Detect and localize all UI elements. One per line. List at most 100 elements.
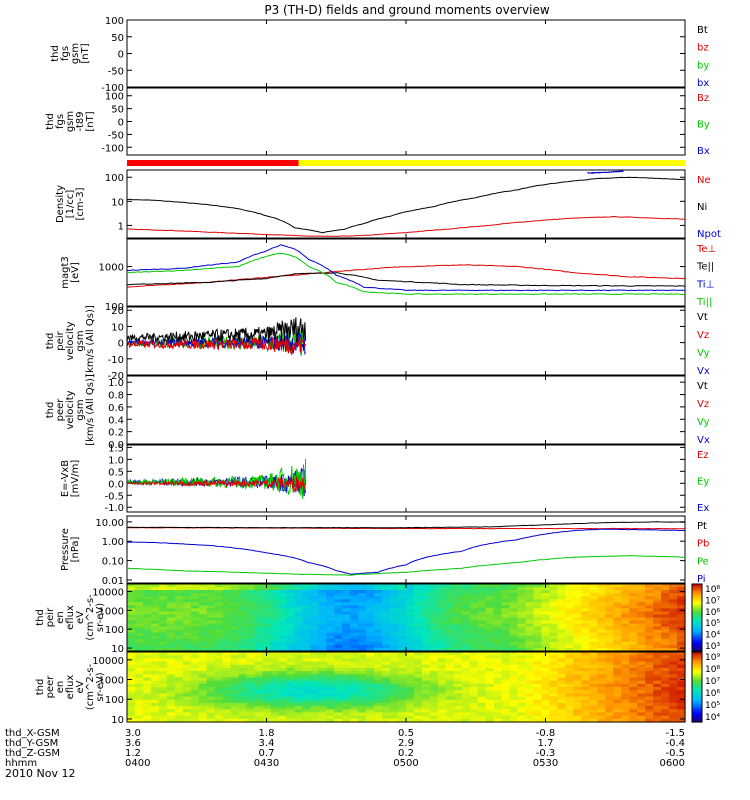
y-axis-label: thdpeirenefluxeV(cm^2-s-sr-eV) [35,594,106,641]
spectrogram-cell [477,706,487,710]
spectrogram-cell [445,629,455,634]
y-axis-label-line: eflux [65,605,76,630]
spectrogram-cell [637,690,646,694]
spectrogram-cell [182,599,192,603]
spectrogram-cell [254,602,264,606]
colorbar-step [692,630,702,634]
spectrogram-cell [238,690,248,694]
spectrogram-cell [541,617,551,622]
spectrogram-cell [382,683,391,688]
spectrogram-cell [461,661,471,666]
spectrogram-cell [302,632,311,637]
spectrogram-cell [294,617,303,622]
spectrogram-cell [190,664,200,669]
spectrogram-cell [174,715,184,720]
spectrogram-cell [437,587,447,591]
spectrogram-cell [134,608,144,613]
series-line [126,272,686,287]
spectrogram-cell [254,706,264,710]
spectrogram-cell [358,638,367,643]
spectrogram-cell [453,599,463,603]
spectrogram-cell [166,677,176,682]
spectrogram-cell [677,644,686,649]
spectrogram-cell [605,584,614,588]
spectrogram-cell [437,605,447,609]
spectrogram-cell [278,655,288,659]
spectrogram-cell [174,696,184,701]
spectrogram-cell [390,718,399,723]
spectrogram-cell [382,644,391,649]
spectrogram-cell [413,718,423,723]
spectrogram-cell [294,680,303,685]
spectrogram-cell [429,706,439,710]
spectrogram-cell [557,599,567,603]
y-axis-label-line: [nPa] [70,536,81,562]
spectrogram-cell [406,680,415,685]
spectrogram-cell [246,699,256,704]
spectrogram-cell [557,647,567,652]
spectrogram-cell [477,593,487,597]
spectrogram-cell [254,647,264,652]
spectrogram-cell [677,599,686,603]
spectrogram-cell [509,696,519,701]
spectrogram-cell [206,706,216,710]
spectrogram-cell [469,690,479,694]
spectrogram-cell [421,712,431,717]
spectrogram-cell [270,658,280,663]
spectrogram-cell [214,699,224,704]
spectrogram-cell [661,661,670,666]
spectrogram-cell [637,590,646,594]
spectrogram-cell [142,647,152,652]
spectrogram-cell [429,626,439,631]
spectrogram-cell [589,590,598,594]
spectrogram-cell [214,614,224,619]
spectrogram-cell [421,687,431,691]
spectrogram-cell [262,712,272,717]
spectrogram-cell [246,661,256,666]
spectrogram-cell [326,632,335,637]
spectrogram-cell [390,605,399,609]
spectrogram-cell [421,638,431,643]
spectrogram-cell [222,635,232,640]
spectrogram-cell [509,587,519,591]
spectrogram-cell [661,623,670,628]
spectrogram-cell [366,690,375,694]
legend-entry: bz [697,43,709,54]
spectrogram-cell [485,611,495,616]
spectrogram-cell [597,647,606,652]
spectrogram-cell [302,677,311,682]
spectrogram-cell [342,608,351,613]
x-tick-value: -0.8 [536,728,556,739]
spectrogram-cell [461,680,471,685]
spectrogram-cell [398,677,407,682]
spectrogram-cell [581,712,590,717]
spectrogram-cell [437,718,447,723]
spectrogram-cell [509,632,519,637]
spectrogram-cell [374,661,383,666]
spectrogram-cell [445,664,455,669]
spectrogram-cell [302,702,311,707]
spectrogram-cell [166,687,176,691]
spectrogram-cell [374,674,383,679]
spectrogram-cell [326,699,335,704]
spectrogram-cell [302,674,311,679]
spectrogram-cell [230,658,240,663]
spectrogram-cell [190,706,200,710]
spectrogram-cell [350,635,359,640]
spectrogram-cell [589,680,598,685]
colorbar-step [692,663,702,667]
spectrogram-cell [541,690,551,694]
spectrogram-cell [493,587,503,591]
spectrogram-cell [127,626,136,631]
spectrogram-cell [533,608,543,613]
spectrogram-cell [182,655,192,659]
panel-frame [126,87,686,156]
spectrogram-cell [326,599,335,603]
spectrogram-cell [557,605,567,609]
spectrogram-cell [437,652,447,656]
spectrogram-cell [509,614,519,619]
spectrogram-cell [158,652,168,656]
colorbar-step [692,590,702,594]
spectrogram-cell [286,614,295,619]
spectrogram-cell [597,683,606,688]
